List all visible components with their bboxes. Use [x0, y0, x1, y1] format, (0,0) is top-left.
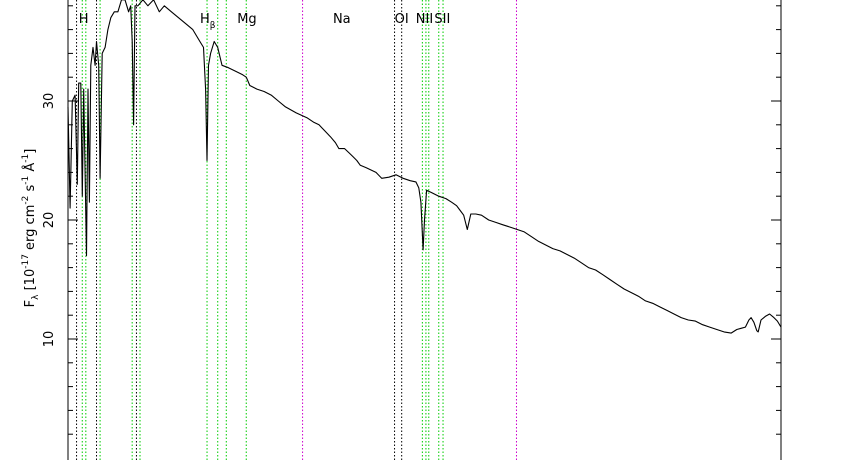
spectral-line-label: Hβ — [200, 12, 216, 31]
reference-lines — [76, 0, 517, 460]
spectrum-series — [67, 0, 782, 334]
spectral-line-label: Mg — [237, 12, 256, 27]
line-labels: H Hβ Mg Na OI NII SII — [79, 12, 450, 31]
spectral-line-label: NII — [416, 12, 433, 27]
spectral-line-label: OI — [395, 12, 409, 27]
y-tick-label: 20 — [42, 212, 57, 229]
spectral-line-label: SII — [434, 12, 450, 27]
spectral-line-label: Na — [333, 12, 351, 27]
spectral-line-label: H — [79, 12, 89, 27]
y-axis-label: Fλ [10-17 erg cm-2 s-1 Å-1] — [21, 149, 41, 308]
y-tick-label: 30 — [42, 93, 57, 110]
y-ticks: 10 20 30 — [42, 5, 781, 435]
y-tick-label: 10 — [42, 331, 57, 348]
